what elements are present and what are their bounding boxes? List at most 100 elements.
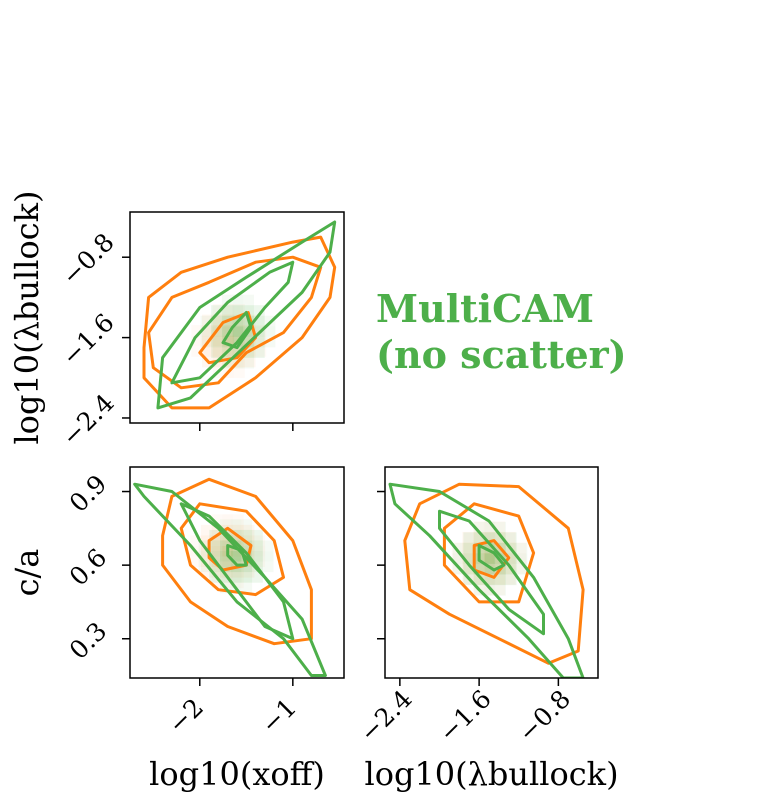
density-cell (264, 336, 276, 348)
contour-orange-3 (161, 477, 313, 646)
density-cell (463, 532, 475, 543)
y-axis-label: log10(λbullock) (8, 190, 46, 444)
panel-frame (129, 466, 345, 679)
y-tick-label: −2.4 (56, 388, 119, 451)
density-cell (233, 556, 244, 568)
density-cell (200, 315, 212, 327)
density-cell (202, 346, 213, 357)
contour-green-3 (133, 482, 327, 677)
density-cell (233, 567, 244, 578)
density-cell (234, 325, 245, 336)
density-cell (241, 582, 253, 594)
density-cell (244, 356, 256, 368)
density-cell (211, 535, 223, 546)
density-cell (494, 574, 505, 585)
panel-frame (129, 211, 345, 424)
density-cell (494, 521, 505, 532)
x-axis-label: log10(xoff) (149, 755, 325, 793)
density-cell (252, 529, 263, 541)
density-cell (230, 551, 242, 562)
contour-orange-3 (142, 235, 337, 410)
density-cell (515, 552, 527, 564)
density-cell (483, 574, 495, 585)
x-tick-label: −1.6 (433, 684, 496, 747)
density-cell (474, 564, 485, 575)
density-cell (452, 564, 464, 575)
density-cell (505, 532, 517, 543)
density-cell (243, 294, 254, 306)
density-cell (241, 540, 253, 552)
density-cell (484, 521, 496, 533)
contour-green-3 (156, 220, 337, 410)
density-cell (202, 314, 213, 326)
density-cell (190, 535, 201, 546)
density-cell (223, 335, 235, 347)
contour-orange-3 (403, 482, 585, 665)
density-cell (254, 545, 266, 557)
density-cell (262, 540, 274, 552)
density-cell (253, 347, 265, 358)
y-tick-label: 0.6 (64, 543, 113, 592)
density-cell (209, 551, 221, 562)
density-cell (211, 514, 223, 525)
density-cell (462, 531, 474, 543)
legend-line-2: (no scatter) (376, 332, 627, 377)
density-cell (483, 563, 495, 575)
density-cell (484, 542, 496, 554)
density-cell (474, 532, 485, 543)
density-cell (452, 553, 464, 565)
contour-green-3 (388, 482, 585, 678)
density-cell (211, 305, 222, 316)
density-cell (243, 567, 255, 578)
density-cell (474, 521, 485, 533)
density-cell (483, 531, 495, 543)
density-cell (505, 574, 517, 586)
density-cell (211, 567, 223, 578)
density-cell (200, 567, 212, 578)
density-cell (252, 551, 263, 562)
density-cell (483, 542, 495, 553)
density-cell (202, 325, 213, 336)
density-cell (243, 524, 255, 536)
density-cell (252, 572, 263, 583)
density-cell (241, 572, 253, 583)
contour-green-1 (477, 544, 506, 572)
x-tick-label: −0.8 (513, 684, 576, 747)
density-cell (451, 552, 463, 564)
density-cell (234, 304, 245, 315)
density-cell (232, 294, 244, 306)
density-cell (494, 531, 505, 543)
panel-content (142, 220, 337, 410)
density-cell (220, 540, 231, 552)
density-cell (198, 551, 210, 562)
density-cell (253, 336, 265, 348)
density-cell (255, 346, 267, 357)
density-cell (230, 572, 242, 583)
y-tick-label: −0.8 (56, 227, 119, 290)
density-cell (495, 574, 506, 586)
y-tick-label: −1.6 (56, 308, 119, 371)
density-cell (234, 367, 245, 378)
density-cell (473, 531, 484, 543)
density-cell (211, 336, 222, 348)
density-cell (212, 346, 224, 357)
panel-xoff-vs-lambda: −2.4 −1.6 −0.8 log10(λbullock) (8, 190, 345, 452)
density-cell (473, 521, 484, 532)
density-cell (220, 551, 231, 562)
contour-orange-2 (179, 502, 285, 597)
density-cell (209, 561, 221, 573)
density-cell (483, 584, 495, 596)
density-cell (222, 514, 234, 525)
density-cell (504, 552, 516, 564)
x-tick-label: −2 (162, 693, 209, 740)
density-cell (232, 305, 244, 316)
density-cell (264, 326, 276, 337)
density-cell (222, 535, 234, 546)
contour-orange-2 (147, 255, 323, 390)
density-cell (230, 519, 242, 530)
density-cell (221, 294, 233, 306)
density-cell (212, 304, 224, 315)
density-cell (463, 553, 475, 565)
density-cell (241, 529, 253, 541)
density-cell (463, 542, 475, 554)
